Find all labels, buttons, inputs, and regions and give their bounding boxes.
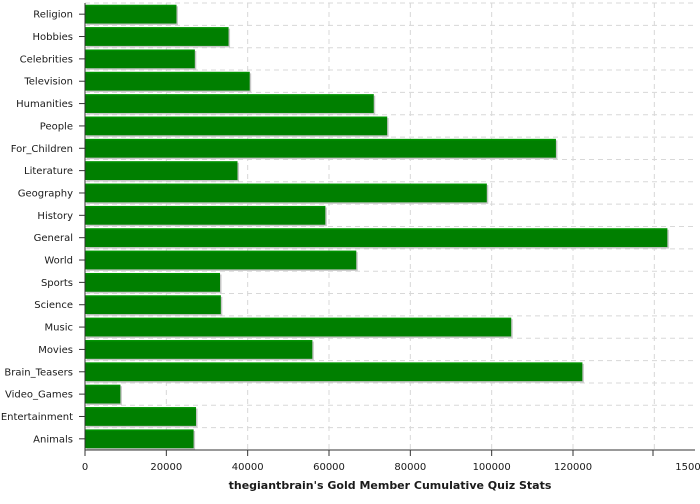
bar-sports[interactable]: [85, 272, 221, 292]
category-label: Entertainment: [1, 412, 73, 423]
x-tick-labels: 0 20000 40000 60000 80000 100000 120000 1500: [82, 462, 700, 473]
bar-brain-teasers[interactable]: [85, 362, 583, 382]
category-label: Brain_Teasers: [4, 367, 73, 378]
category-label: Movies: [38, 345, 73, 356]
grid-lines: [85, 2, 695, 451]
category-label: Animals: [33, 434, 73, 445]
bar-highlight: [85, 138, 556, 141]
bar-highlight: [85, 71, 250, 74]
x-tick-label: 1500: [675, 462, 700, 473]
category-label: People: [40, 121, 73, 132]
category-label: Religion: [33, 10, 73, 21]
bar-history[interactable]: [85, 205, 326, 225]
bar-highlight: [85, 228, 668, 230]
bar-for-children[interactable]: [85, 138, 556, 158]
category-label: Literature: [24, 166, 73, 177]
bar-people[interactable]: [85, 116, 388, 136]
bar-literature[interactable]: [85, 161, 238, 181]
bar-video-games[interactable]: [85, 384, 121, 404]
bar-highlight: [85, 94, 374, 96]
category-label: Science: [34, 300, 73, 311]
x-tick-label: 40000: [232, 462, 264, 473]
bar-highlight: [85, 272, 221, 275]
bar-highlight: [85, 317, 512, 320]
category-label: Video_Games: [5, 390, 73, 401]
category-label: Sports: [41, 278, 73, 289]
bar-highlight: [85, 205, 326, 208]
bar-highlight: [85, 183, 487, 186]
bar-highlight: [85, 407, 197, 409]
bar-humanities[interactable]: [85, 94, 374, 113]
category-label: Music: [45, 323, 73, 334]
x-tick-label: 100000: [473, 462, 511, 473]
bar-science[interactable]: [85, 295, 221, 315]
bar-highlight: [85, 27, 229, 29]
bar-highlight: [85, 295, 221, 297]
category-label: Geography: [18, 188, 73, 199]
category-label: Hobbies: [33, 32, 73, 43]
category-label: Television: [23, 77, 73, 88]
bar-movies[interactable]: [85, 340, 313, 359]
bar-highlight: [85, 4, 177, 7]
category-label: World: [44, 256, 73, 267]
bar-highlight: [85, 250, 357, 253]
bar-highlight: [85, 49, 195, 51]
bar-highlight: [85, 340, 313, 342]
category-label: Celebrities: [20, 54, 73, 65]
bar-television[interactable]: [85, 71, 250, 91]
x-tick-label: 60000: [313, 462, 345, 473]
bar-highlight: [85, 384, 121, 387]
category-label: History: [37, 211, 73, 222]
bar-celebrities[interactable]: [85, 49, 195, 69]
bar-hobbies[interactable]: [85, 27, 229, 46]
category-label: Humanities: [16, 99, 73, 110]
bar-entertainment[interactable]: [85, 407, 197, 426]
axes: [79, 3, 695, 456]
bars-group: [85, 4, 669, 450]
bar-world[interactable]: [85, 250, 357, 270]
bar-highlight: [85, 116, 388, 119]
bar-highlight: [85, 161, 238, 163]
bar-highlight: [85, 429, 194, 431]
x-tick-label: 80000: [394, 462, 426, 473]
category-label: General: [34, 233, 73, 244]
bar-general[interactable]: [85, 228, 668, 248]
x-tick-label: 0: [82, 462, 88, 473]
bar-music[interactable]: [85, 317, 512, 337]
x-tick-label: 20000: [150, 462, 182, 473]
x-axis-title: thegiantbrain's Gold Member Cumulative Q…: [229, 479, 552, 492]
category-label: For_Children: [11, 144, 73, 155]
bar-highlight: [85, 362, 583, 364]
bar-religion[interactable]: [85, 4, 177, 24]
bar-animals[interactable]: [85, 429, 194, 449]
category-labels: Religion Hobbies Celebrities Television Huma…: [1, 10, 73, 446]
bar-geography[interactable]: [85, 183, 487, 203]
x-tick-label: 120000: [554, 462, 592, 473]
